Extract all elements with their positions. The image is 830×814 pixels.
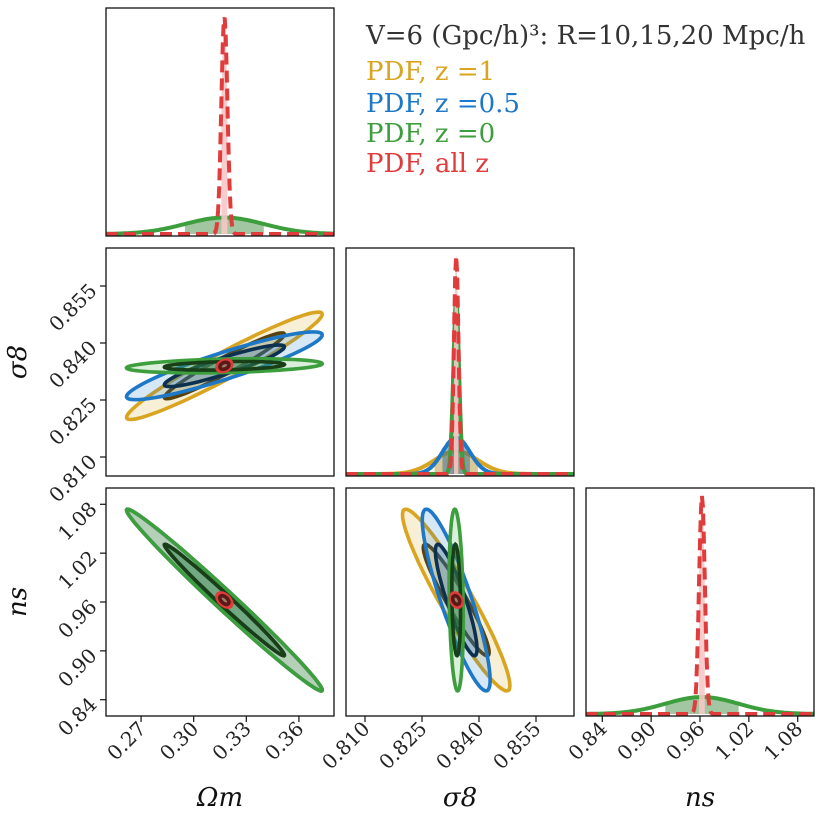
- legend-entry-z1: PDF, z =1: [366, 57, 495, 87]
- x-tick-label: 1.08: [759, 717, 807, 765]
- panel-ns-vs-sigma8: [345, 487, 575, 717]
- ellipse-inner-2: [162, 542, 287, 658]
- x-tick-label: 1.02: [710, 717, 758, 765]
- ellipse-inner-1: [162, 343, 287, 389]
- legend: V=6 (Gpc/h)³: R=10,15,20 Mpc/h PDF, z =1…: [365, 21, 806, 179]
- x-tick-label: 0.90: [612, 717, 660, 765]
- ellipse-inner-2: [162, 359, 287, 372]
- ellipses-Omega_m-sigma_8: [124, 310, 325, 422]
- y-tick-label: 0.825: [44, 393, 101, 450]
- pdf-curve-1: [106, 16, 334, 236]
- plot-layer: [106, 16, 814, 716]
- legend-entry-z0: PDF, z =0: [366, 119, 495, 149]
- ellipses-Omega_m-n_s: [124, 507, 325, 693]
- legend-entry-all-z: PDF, all z: [366, 149, 489, 179]
- y-tick-label: 0.96: [53, 595, 101, 643]
- y-tick-label: 0.90: [53, 643, 101, 691]
- y-tick-label: 0.810: [44, 450, 101, 507]
- pdf-curve-1: [586, 495, 814, 716]
- x-tick-label: 0.840: [431, 717, 488, 774]
- x-tick-label: 0.84: [563, 717, 611, 765]
- x-tick-label: 0.810: [317, 717, 374, 774]
- x-tick-label: 0.825: [374, 717, 431, 774]
- marginal-Omega_m: [106, 16, 334, 236]
- ellipse-inner-1: [433, 542, 479, 658]
- x-tick-label: 0.33: [207, 717, 255, 765]
- x-tick-label: 0.96: [661, 717, 709, 765]
- x-axis-label-n-s: ns: [685, 783, 715, 813]
- x-tick-label: 0.30: [155, 717, 203, 765]
- legend-entry-z05: PDF, z =0.5: [366, 89, 520, 119]
- x-tick-label: 0.36: [260, 717, 308, 765]
- legend-title: V=6 (Gpc/h)³: R=10,15,20 Mpc/h: [365, 21, 806, 51]
- x-axis-label-sigma-8: σ8: [443, 783, 477, 813]
- ellipse-outer-2: [124, 507, 325, 693]
- ellipse-inner-2: [450, 541, 463, 658]
- y-axis-label-n-s: ns: [3, 587, 33, 617]
- marginal-n_s: [586, 495, 814, 716]
- panel-sigma8-vs-omega-m: [105, 247, 335, 477]
- ellipse-inner-3: [218, 593, 231, 607]
- y-axis-label-sigma-8: σ8: [3, 345, 33, 379]
- x-tick-label: 0.27: [102, 717, 150, 765]
- ellipse-inner-3: [450, 593, 462, 607]
- panel-omega-m-1d: [105, 7, 335, 237]
- ellipse-inner-3: [218, 360, 231, 372]
- ellipse-outer-1: [420, 507, 492, 693]
- marginal-sigma_8: [346, 255, 574, 476]
- pdf-curve-0: [106, 215, 334, 236]
- y-tick-label: 0.840: [44, 336, 101, 393]
- ellipses-sigma_8-n_s: [400, 507, 512, 693]
- pdf-curve-3: [346, 255, 574, 476]
- y-tick-label: 1.02: [53, 546, 101, 594]
- y-tick-label: 0.84: [53, 692, 101, 740]
- panel-sigma8-1d: [345, 247, 575, 477]
- band-3: [453, 256, 459, 474]
- y-tick-label: 0.855: [44, 279, 101, 336]
- x-tick-label: 0.855: [488, 717, 545, 774]
- x-axis-label-omega-m: Ωm: [196, 783, 243, 813]
